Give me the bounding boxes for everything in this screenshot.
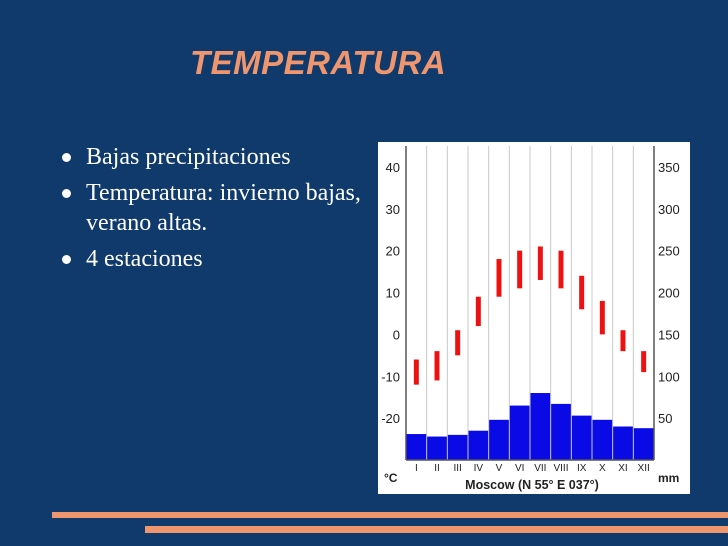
bullet-item: 4 estaciones: [60, 244, 370, 274]
precipitation-bar: [550, 403, 572, 460]
temperature-range-bar: [413, 359, 419, 385]
precipitation-bar: [571, 415, 592, 460]
bullet-dot-icon: [62, 153, 71, 162]
left-tick-label: 0: [393, 327, 400, 342]
footer-accent-bar: [52, 512, 728, 518]
right-tick-label: 100: [658, 369, 680, 384]
month-tick-label: VII: [534, 463, 546, 474]
climograph-panel: 40 30 20 10 0 -10 -20 350 300 250 200 150 100 50 I II II…: [378, 142, 690, 494]
month-tick-label: VIII: [553, 463, 568, 474]
left-tick-label: -10: [381, 369, 400, 384]
temperature-range-bar: [558, 250, 564, 289]
slide-title: TEMPERATURA: [190, 44, 447, 81]
right-tick-label: 150: [658, 327, 680, 342]
month-tick-label: XI: [618, 463, 627, 474]
precipitation-bar: [633, 428, 654, 460]
month-tick-label: IV: [474, 463, 484, 474]
bullet-list: Bajas precipitaciones Temperatura: invie…: [60, 142, 370, 280]
left-tick-label: 20: [386, 244, 400, 259]
temperature-range-bar: [517, 250, 523, 289]
chart-caption: Moscow (N 55° E 037°): [465, 478, 599, 492]
precipitation-bar: [468, 430, 489, 460]
precipitation-bar: [406, 434, 427, 460]
precipitation-bar: [426, 436, 448, 460]
right-tick-label: 200: [658, 286, 680, 301]
precipitation-bar: [447, 434, 468, 460]
temperature-range-bar: [599, 300, 605, 335]
bullet-item: Temperatura: invierno bajas, verano alta…: [60, 178, 370, 238]
temperature-range-bar: [620, 330, 626, 352]
month-tick-label: IX: [577, 463, 587, 474]
bullet-item: Bajas precipitaciones: [60, 142, 370, 172]
footer-accent-bar-secondary: [145, 526, 728, 533]
bullet-text: Bajas precipitaciones: [86, 144, 291, 170]
temperature-range-bar: [641, 351, 647, 373]
precipitation-bar: [530, 393, 551, 460]
month-tick-label: III: [453, 463, 461, 474]
left-axis-unit: °C: [384, 471, 398, 485]
precipitation-bar: [612, 426, 634, 460]
left-tick-label: -20: [381, 411, 400, 426]
temperature-range-bar: [579, 275, 585, 310]
left-tick-label: 10: [386, 286, 400, 301]
bullet-dot-icon: [62, 189, 71, 198]
right-tick-label: 350: [658, 160, 680, 175]
bullet-dot-icon: [62, 255, 71, 264]
temperature-range-bar: [496, 259, 502, 297]
bullet-text: Temperatura: invierno bajas, verano alta…: [86, 180, 361, 236]
month-tick-label: II: [434, 463, 440, 474]
temperature-range-bar: [434, 351, 440, 381]
temperature-range-bar: [475, 296, 481, 327]
temperature-range-bar: [455, 330, 461, 356]
right-axis-unit: mm: [658, 471, 679, 485]
bullet-text: 4 estaciones: [86, 246, 203, 272]
precipitation-bar: [509, 405, 530, 460]
precipitation-bar: [488, 419, 510, 460]
temperature-range-bar: [537, 246, 543, 280]
right-tick-label: 50: [658, 411, 672, 426]
month-tick-label: VI: [515, 463, 524, 474]
month-tick-label: XII: [638, 463, 650, 474]
left-tick-label: 30: [386, 202, 400, 217]
left-tick-label: 40: [386, 160, 400, 175]
right-tick-label: 300: [658, 202, 680, 217]
month-tick-label: I: [415, 463, 418, 474]
right-tick-label: 250: [658, 244, 680, 259]
month-tick-label: V: [496, 463, 503, 474]
precipitation-bar: [592, 419, 613, 460]
month-tick-label: X: [599, 463, 606, 474]
